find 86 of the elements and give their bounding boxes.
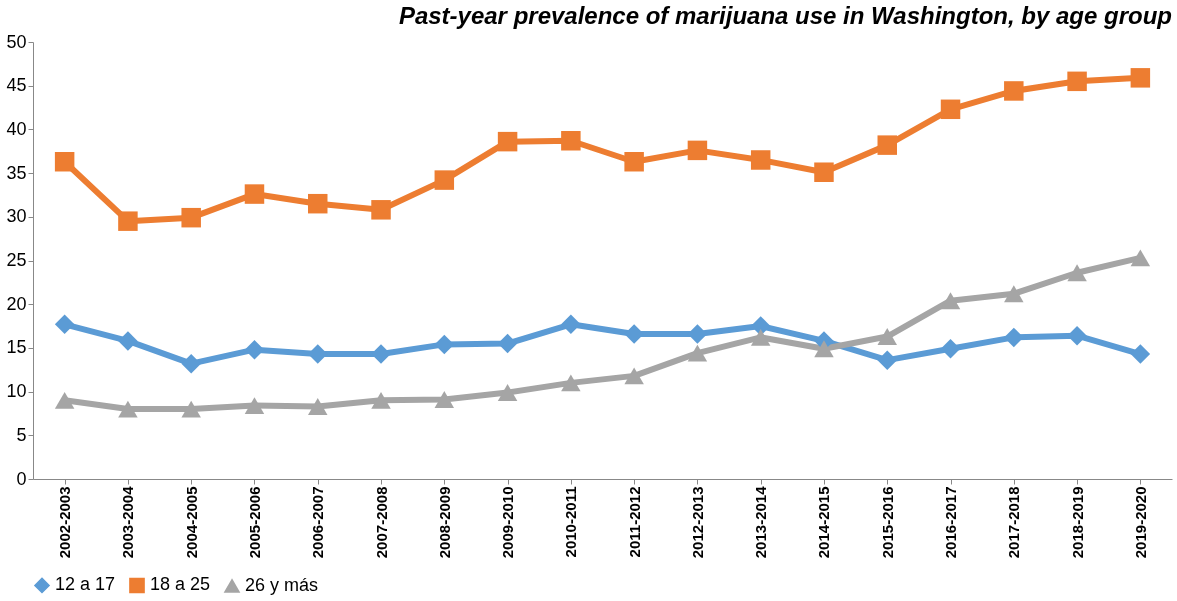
x-tick-label: 2019-2020 bbox=[1131, 486, 1149, 559]
x-tick-label: 2015-2016 bbox=[878, 486, 896, 559]
y-tick-label: 50 bbox=[6, 31, 27, 52]
x-tick-label: 2009-2010 bbox=[499, 486, 517, 559]
point bbox=[54, 314, 75, 335]
point bbox=[687, 140, 708, 161]
point bbox=[54, 151, 75, 172]
point bbox=[371, 391, 391, 409]
point bbox=[54, 391, 75, 409]
point bbox=[244, 397, 265, 415]
point bbox=[434, 334, 455, 355]
x-tick-label: 2017-2018 bbox=[1005, 486, 1023, 559]
point bbox=[434, 170, 455, 190]
x-tick-label: 2016-2017 bbox=[942, 486, 960, 559]
point bbox=[244, 339, 265, 360]
x-tick-label: 2012-2013 bbox=[688, 486, 706, 559]
point bbox=[1067, 264, 1087, 282]
y-tick-label: 40 bbox=[6, 118, 27, 139]
x-tick-label: 2002-2003 bbox=[56, 486, 74, 559]
point bbox=[1004, 285, 1024, 303]
y-tick-label: 30 bbox=[6, 206, 27, 227]
point bbox=[624, 151, 644, 172]
point bbox=[1130, 249, 1151, 267]
y-tick-label: 35 bbox=[6, 162, 27, 183]
y-tick-label: 25 bbox=[6, 250, 27, 270]
x-tick-label: 2005-2006 bbox=[245, 486, 263, 559]
point bbox=[940, 99, 961, 120]
point bbox=[118, 331, 138, 351]
point bbox=[687, 324, 708, 344]
x-tick-label: 2008-2009 bbox=[435, 486, 453, 559]
point bbox=[1130, 344, 1151, 364]
point bbox=[118, 400, 138, 418]
x-tick-label: 2011-2012 bbox=[625, 486, 643, 558]
point bbox=[814, 340, 834, 358]
point bbox=[497, 131, 518, 152]
point bbox=[877, 350, 897, 370]
point bbox=[118, 211, 138, 231]
point bbox=[561, 314, 581, 335]
point bbox=[624, 367, 644, 385]
point bbox=[750, 328, 771, 346]
y-tick-label: 10 bbox=[6, 381, 27, 402]
point bbox=[497, 384, 518, 401]
y-tick-label: 20 bbox=[6, 293, 27, 314]
x-tick-label: 2013-2014 bbox=[752, 485, 770, 559]
legend-label: 26 y más bbox=[245, 574, 319, 595]
point bbox=[181, 207, 201, 228]
point bbox=[561, 131, 581, 151]
point bbox=[750, 150, 771, 170]
point bbox=[497, 333, 518, 354]
x-tick-label: 2006-2007 bbox=[309, 486, 327, 559]
point bbox=[877, 328, 897, 345]
x-tick-label: 2003-2004 bbox=[119, 485, 137, 559]
point bbox=[940, 292, 961, 310]
point bbox=[1067, 325, 1087, 346]
point bbox=[244, 184, 265, 204]
point bbox=[1067, 71, 1087, 92]
point bbox=[750, 316, 771, 336]
point bbox=[1130, 68, 1151, 88]
point bbox=[308, 193, 328, 214]
x-tick-label: 2014-2015 bbox=[815, 486, 833, 559]
y-tick-label: 45 bbox=[6, 75, 27, 96]
point bbox=[371, 200, 391, 220]
point bbox=[687, 344, 708, 362]
y-tick-label: 5 bbox=[16, 424, 27, 445]
x-tick-label: 2007-2008 bbox=[372, 486, 390, 559]
legend-label: 12 a 17 bbox=[55, 574, 116, 595]
x-tick-label: 2010-2011 bbox=[562, 486, 580, 558]
point bbox=[181, 400, 201, 418]
y-tick-label: 0 bbox=[16, 468, 27, 489]
point bbox=[1004, 327, 1024, 348]
point bbox=[624, 324, 644, 344]
point bbox=[308, 344, 328, 364]
point bbox=[940, 339, 961, 359]
point bbox=[181, 353, 201, 374]
point bbox=[1004, 81, 1024, 101]
x-tick-label: 2004-2005 bbox=[182, 486, 200, 559]
point bbox=[814, 162, 834, 182]
point bbox=[877, 135, 897, 155]
y-tick-label: 15 bbox=[6, 337, 27, 358]
point bbox=[434, 391, 455, 408]
point bbox=[371, 344, 391, 364]
point bbox=[308, 398, 328, 415]
chart-title: Past-year prevalence of marijuana use in Washington, by age group bbox=[398, 2, 1172, 29]
legend-label: 18 a 25 bbox=[150, 574, 211, 595]
point bbox=[561, 374, 581, 392]
x-tick-label: 2018-2019 bbox=[1068, 486, 1086, 559]
